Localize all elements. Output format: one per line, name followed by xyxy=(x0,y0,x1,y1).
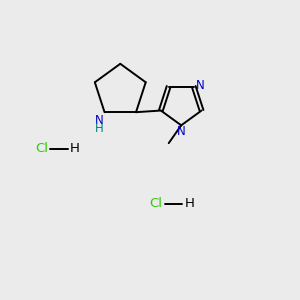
Text: Cl: Cl xyxy=(149,197,162,210)
Text: N: N xyxy=(95,114,103,127)
Text: N: N xyxy=(196,79,205,92)
Text: H: H xyxy=(70,142,80,155)
Text: Cl: Cl xyxy=(35,142,48,155)
Text: H: H xyxy=(184,197,194,210)
Text: H: H xyxy=(95,122,103,135)
Text: N: N xyxy=(177,125,186,138)
